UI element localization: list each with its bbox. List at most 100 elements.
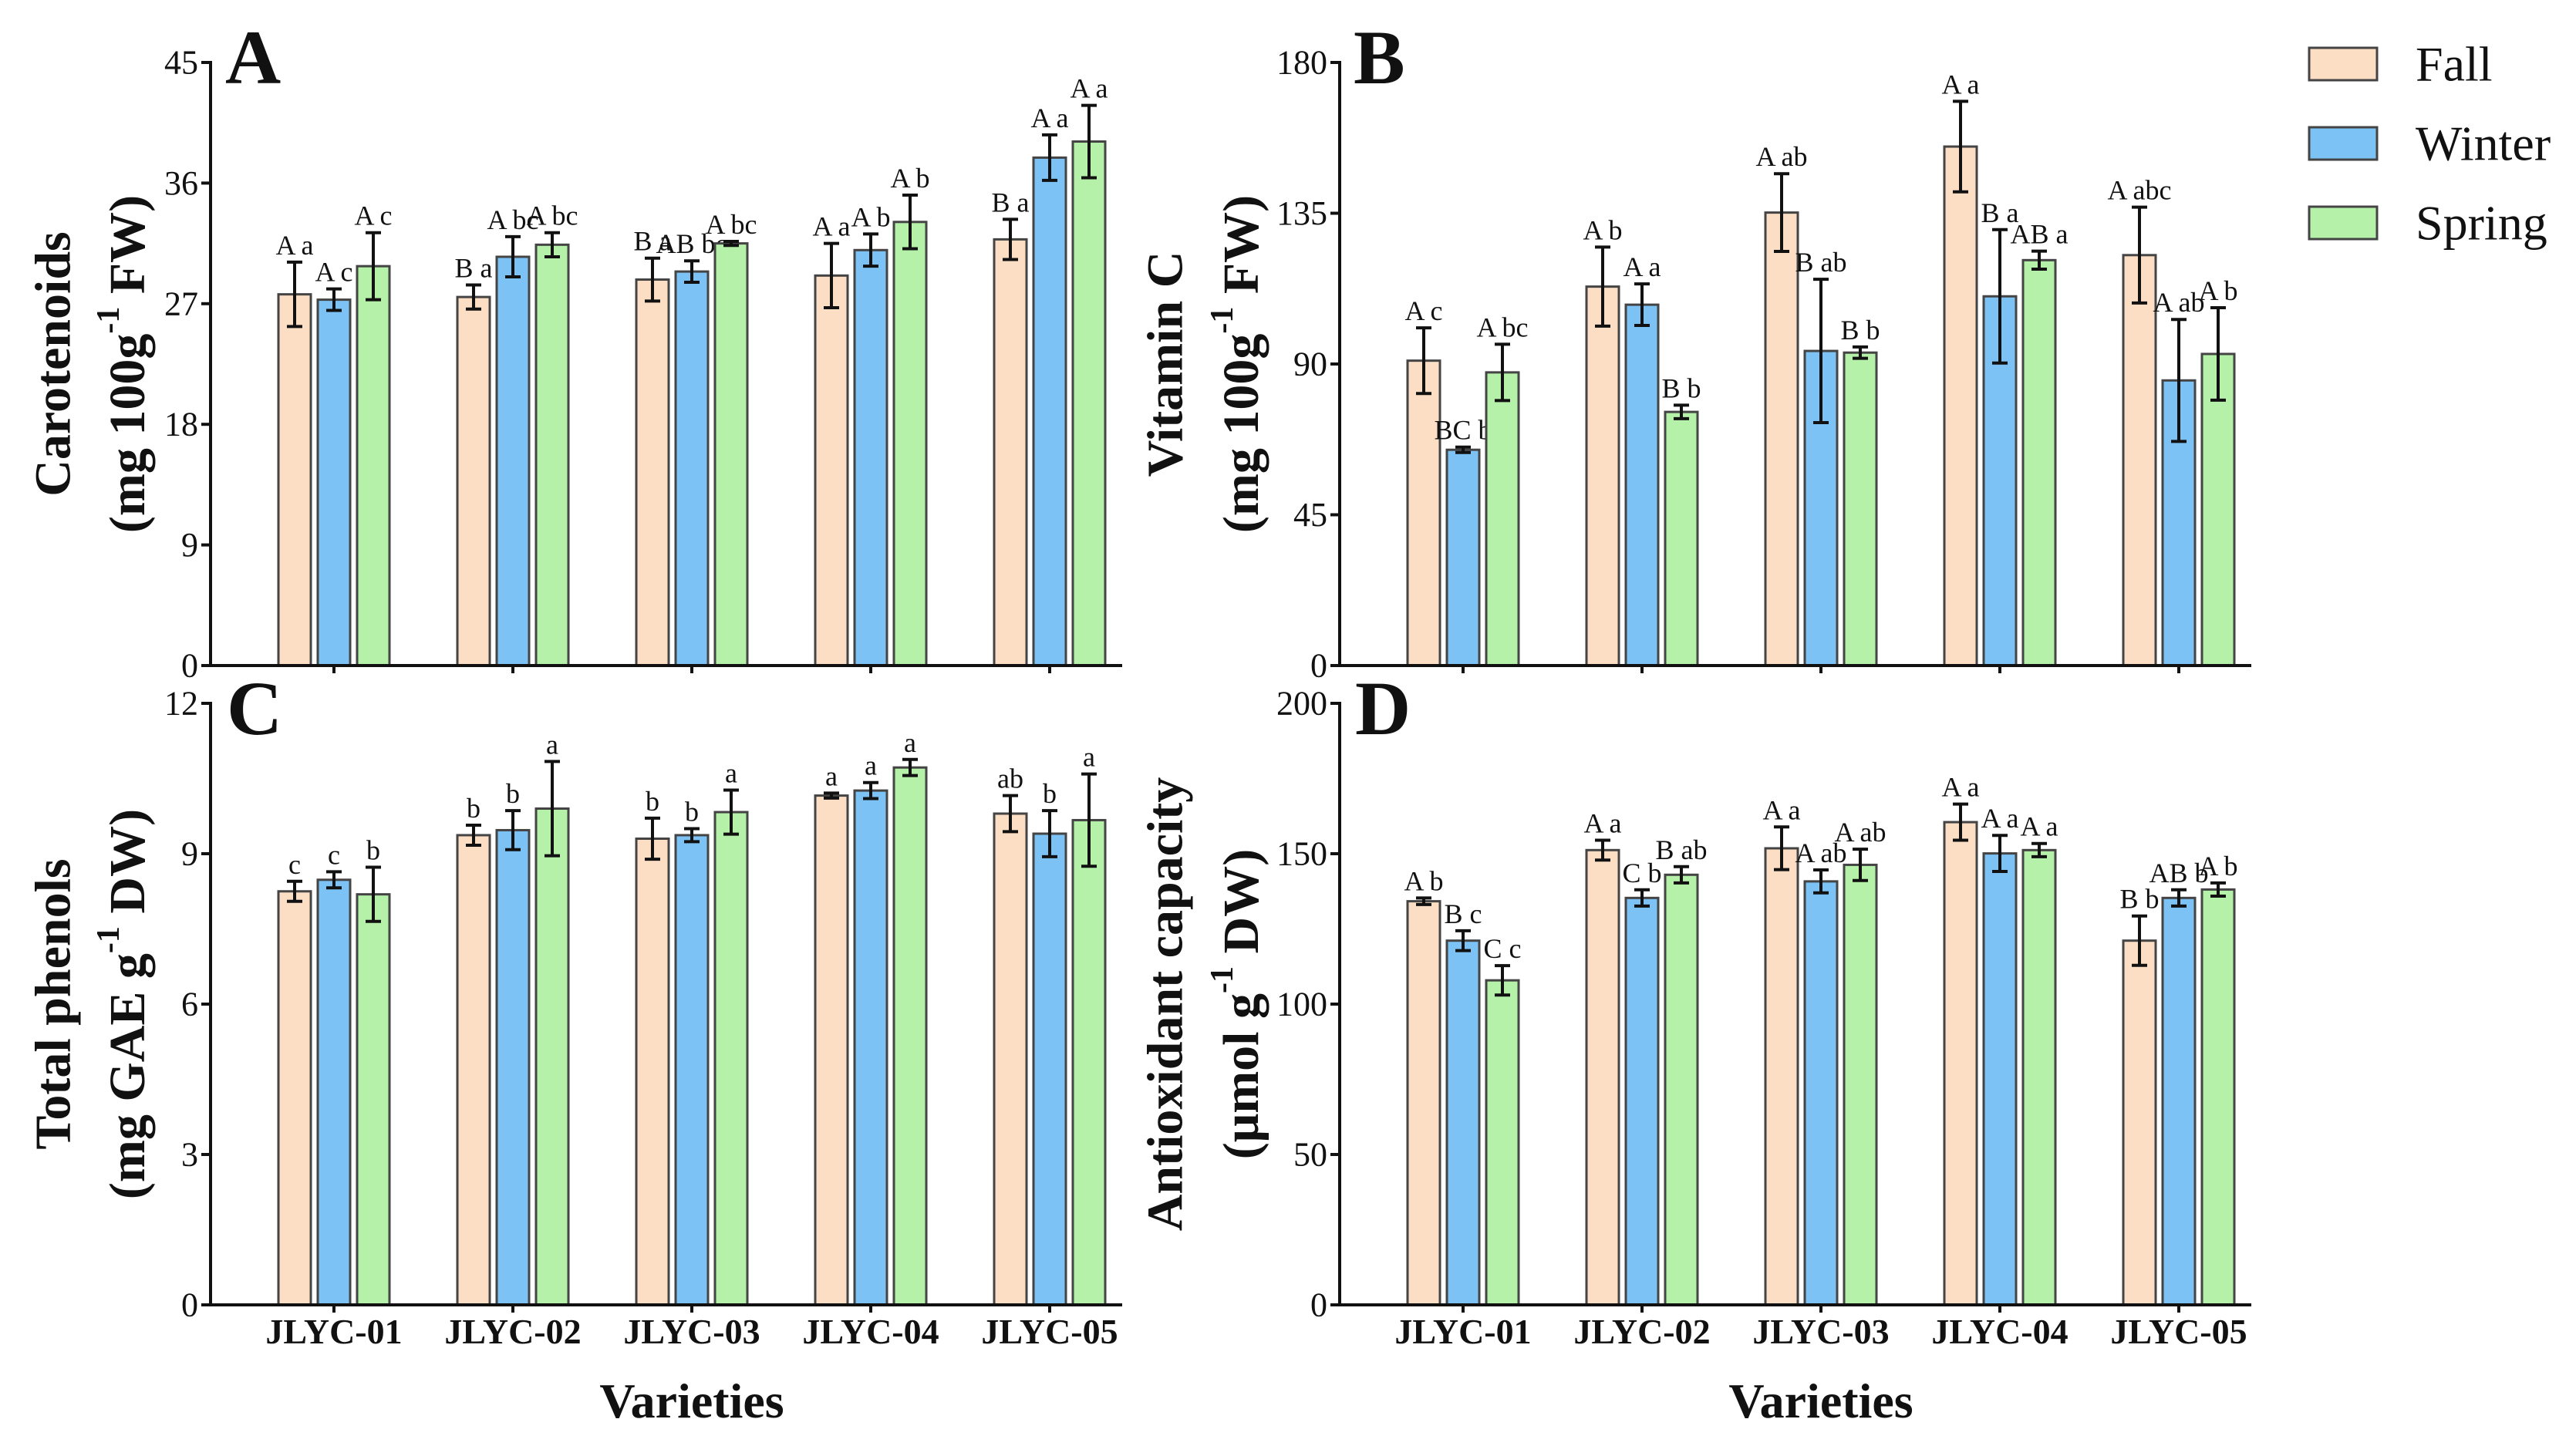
x-tick-label-d-jlyc-03: JLYC-03 [1752, 1312, 1889, 1351]
significance-label-a-jlyc-04-fall: A a [813, 211, 851, 242]
significance-label-a-jlyc-01-winter: A c [315, 257, 353, 288]
y-axis-unit-superscript-a: -1 [91, 307, 126, 334]
panel-letter-c: C [227, 666, 282, 751]
significance-label-b-jlyc-01-winter: BC b [1434, 415, 1492, 446]
error-bar-a-jlyc-04-winter [863, 232, 878, 268]
error-bar-a-jlyc-04-spring [902, 194, 918, 251]
y-axis-unit-prefix-c: (mg GAE g [99, 953, 156, 1199]
error-bar-b-jlyc-02-spring [1674, 403, 1689, 420]
significance-label-d-jlyc-03-fall: A a [1763, 794, 1801, 825]
y-axis-unit-superscript-b: -1 [1205, 307, 1240, 334]
error-bar-b-jlyc-02-winter [1634, 282, 1650, 328]
y-tick-label-d-0: 0 [1310, 1286, 1327, 1324]
legend-swatch-fall [2308, 46, 2379, 82]
y-axis-title-d: Antioxidant capacity [1138, 777, 1194, 1232]
bar-c-jlyc-04-fall [814, 794, 849, 1306]
significance-label-c-jlyc-05-fall: ab [997, 763, 1023, 794]
x-tick-label-c-jlyc-02: JLYC-02 [444, 1312, 581, 1351]
significance-label-c-jlyc-04-spring: a [904, 727, 916, 758]
bar-c-jlyc-03-winter [674, 834, 710, 1306]
bar-b-jlyc-02-fall [1585, 285, 1620, 667]
error-bar-b-jlyc-01-spring [1495, 342, 1510, 403]
y-axis-unit-suffix-d: DW) [1213, 849, 1269, 966]
bar-c-jlyc-05-spring [1071, 818, 1107, 1306]
bar-d-jlyc-01-spring [1485, 979, 1520, 1306]
error-bar-b-jlyc-02-fall [1595, 245, 1610, 328]
significance-label-a-jlyc-01-fall: A a [276, 230, 314, 261]
error-bar-c-jlyc-05-spring [1081, 772, 1097, 868]
y-axis-unit-prefix-b: (mg 100g [1213, 334, 1269, 533]
bar-c-jlyc-02-fall [456, 834, 491, 1306]
error-bar-b-jlyc-05-spring [2210, 306, 2226, 402]
y-axis-title-c: Total phenols [25, 858, 82, 1149]
y-axis-unit-superscript-d: -1 [1205, 966, 1240, 993]
x-tick-label-d-jlyc-01: JLYC-01 [1394, 1312, 1531, 1351]
significance-label-a-jlyc-01-spring: A c [355, 201, 393, 231]
y-tick-label-a-18: 18 [164, 406, 198, 443]
bar-b-jlyc-02-spring [1664, 410, 1699, 667]
significance-label-b-jlyc-03-fall: A ab [1756, 141, 1808, 172]
x-tick-label-c-jlyc-03: JLYC-03 [623, 1312, 760, 1351]
significance-label-c-jlyc-05-winter: b [1043, 778, 1057, 809]
y-tick-label-d-150: 150 [1276, 835, 1327, 873]
error-bar-d-jlyc-01-fall [1416, 896, 1431, 906]
error-bar-a-jlyc-04-fall [824, 241, 839, 310]
significance-label-c-jlyc-03-winter: b [685, 797, 699, 827]
error-bar-d-jlyc-02-spring [1674, 865, 1689, 885]
error-bar-b-jlyc-03-spring [1853, 345, 1868, 360]
significance-label-c-jlyc-01-spring: b [366, 835, 380, 866]
error-bar-a-jlyc-03-spring [723, 239, 739, 248]
error-bar-b-jlyc-04-spring [2031, 249, 2047, 271]
significance-label-c-jlyc-04-fall: a [825, 760, 838, 791]
error-bar-b-jlyc-05-winter [2171, 318, 2187, 443]
significance-label-a-jlyc-03-fall: B a [634, 226, 672, 257]
y-axis-unit-prefix-d: (μmol g [1213, 993, 1269, 1159]
error-bar-c-jlyc-04-winter [863, 780, 878, 801]
y-tick-label-c-12: 12 [164, 685, 198, 723]
legend: Fall Winter Spring [2308, 37, 2551, 251]
bar-c-jlyc-02-spring [534, 807, 570, 1306]
bar-a-jlyc-05-winter [1032, 156, 1067, 667]
y-tick-label-d-100: 100 [1276, 986, 1327, 1023]
y-tick-label-a-9: 9 [181, 526, 198, 564]
bar-d-jlyc-01-fall [1406, 900, 1441, 1306]
y-tick-label-a-0: 0 [181, 647, 198, 685]
significance-label-c-jlyc-01-winter: c [328, 839, 340, 870]
error-bar-a-jlyc-05-spring [1081, 103, 1097, 180]
error-bar-a-jlyc-05-fall [1003, 217, 1018, 261]
y-axis-unit-prefix-a: (mg 100g [99, 334, 156, 533]
significance-label-d-jlyc-02-fall: A a [1584, 807, 1622, 838]
significance-label-d-jlyc-04-winter: A a [1981, 803, 2019, 834]
y-axis-unit-d: (μmol g-1 DW) [1205, 849, 1269, 1159]
error-bar-c-jlyc-04-fall [824, 791, 839, 800]
error-bar-d-jlyc-03-fall [1774, 825, 1789, 871]
error-bar-b-jlyc-04-winter [1992, 228, 2008, 365]
bar-d-jlyc-03-spring [1843, 863, 1878, 1306]
significance-label-b-jlyc-02-spring: B b [1661, 372, 1701, 403]
error-bar-b-jlyc-04-fall [1953, 99, 1968, 194]
y-tick-label-c-9: 9 [181, 835, 198, 873]
bar-a-jlyc-04-fall [814, 274, 849, 667]
significance-label-c-jlyc-01-fall: c [288, 849, 301, 880]
significance-label-c-jlyc-02-fall: b [467, 793, 480, 824]
bar-b-jlyc-01-spring [1485, 371, 1520, 667]
significance-label-c-jlyc-03-fall: b [646, 786, 659, 817]
legend-swatch-winter [2308, 126, 2379, 161]
x-tick-label-d-jlyc-05: JLYC-05 [2110, 1312, 2247, 1351]
error-bar-a-jlyc-02-spring [545, 231, 560, 258]
bar-d-jlyc-03-winter [1803, 880, 1839, 1306]
bar-d-jlyc-05-spring [2200, 888, 2236, 1306]
error-bar-c-jlyc-01-fall [287, 879, 302, 903]
bar-a-jlyc-02-spring [534, 243, 570, 667]
x-tick-label-d-jlyc-02: JLYC-02 [1573, 1312, 1710, 1351]
significance-label-b-jlyc-05-winter: A ab [2153, 287, 2205, 318]
bar-b-jlyc-01-winter [1445, 448, 1481, 667]
significance-label-a-jlyc-05-winter: A a [1031, 103, 1069, 133]
y-axis-unit-suffix-b: FW) [1213, 195, 1269, 307]
significance-label-b-jlyc-04-winter: B a [1981, 197, 2019, 228]
bar-d-jlyc-05-winter [2161, 896, 2197, 1306]
bar-a-jlyc-05-fall [993, 238, 1028, 667]
error-bar-c-jlyc-03-winter [684, 827, 700, 844]
error-bar-d-jlyc-05-fall [2132, 914, 2147, 967]
